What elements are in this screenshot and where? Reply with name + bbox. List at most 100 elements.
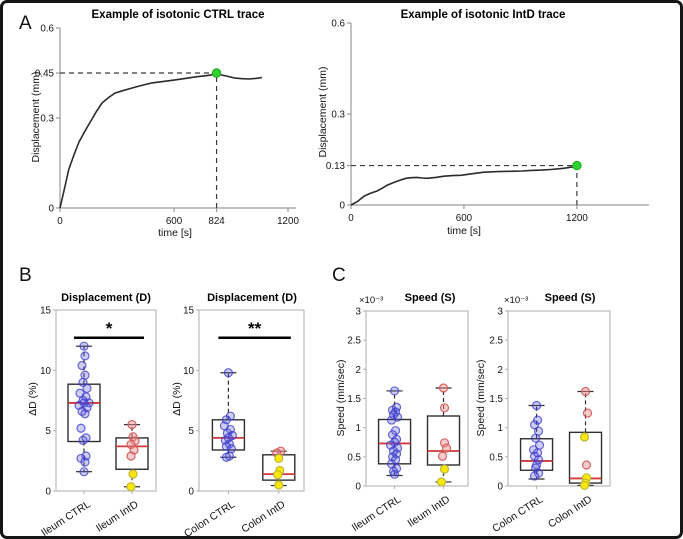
- y-tick-label: 0.6: [40, 24, 54, 35]
- y-axis-label-speed-ileum: Speed (mm/sec): [335, 359, 347, 437]
- x-axis-label-intd-trace: time [s]: [447, 225, 481, 237]
- data-point-pink: [127, 420, 137, 430]
- x-tick-label: 600: [166, 216, 183, 227]
- chart-displacement-ileum: 0 5 10 15 Ileum CTRL Ileum IntD *: [39, 306, 157, 539]
- x-tick-label: 0: [57, 216, 63, 227]
- data-point-blue: [76, 423, 86, 433]
- y-tick-label: 2.5: [347, 336, 361, 347]
- y-tick-label: 2: [356, 365, 361, 376]
- data-point-yellow: [273, 470, 283, 480]
- y-axis-label-ctrl-trace: Displacement (mm): [30, 71, 42, 163]
- data-point-yellow: [579, 432, 590, 442]
- data-point-blue: [77, 360, 87, 371]
- y-tick-label: 3: [356, 307, 362, 318]
- chart-title-intd-trace: Example of isotonic IntD trace: [400, 9, 566, 21]
- y-tick-label: 0: [356, 482, 362, 493]
- data-point-yellow: [579, 480, 590, 491]
- data-point-blue: [533, 455, 544, 465]
- data-point-yellow: [436, 477, 447, 487]
- x-tick-label: 824: [208, 216, 225, 227]
- chart-title-displacement-colon: Displacement (D): [207, 292, 297, 304]
- y-tick-label: 0.3: [40, 114, 54, 125]
- data-point-pink: [126, 451, 136, 461]
- data-point-blue: [386, 415, 397, 425]
- data-point-pink: [581, 460, 592, 470]
- data-point-pink: [439, 438, 450, 448]
- data-point-blue: [529, 420, 540, 430]
- data-point-yellow: [274, 453, 284, 464]
- y-tick-label: 0.5: [489, 452, 503, 463]
- x-category-label: Colon CTRL: [182, 498, 237, 539]
- x-category-label: Colon IntD: [239, 498, 287, 535]
- x-category-label: Ileum CTRL: [39, 498, 93, 539]
- data-point-blue: [78, 435, 88, 445]
- data-point-yellow: [126, 482, 136, 492]
- peak-marker: [211, 68, 222, 78]
- trace-line: [59, 73, 263, 209]
- data-point-yellow: [439, 464, 450, 474]
- chart-title-speed-colon: Speed (S): [544, 292, 596, 304]
- y-tick-label: 1.5: [489, 394, 503, 405]
- data-point-pink: [437, 451, 448, 461]
- chart-isotonic-intd-trace: 0 0.13 0.3 0.6 0 600 1200: [326, 19, 649, 224]
- y-tick-label: 1: [498, 423, 503, 434]
- data-point-blue: [532, 415, 543, 425]
- data-point-blue: [530, 433, 541, 443]
- x-tick-label: 1200: [277, 216, 299, 227]
- x-tick-label: 1200: [566, 213, 588, 224]
- x-axis-label-ctrl-trace: time [s]: [158, 227, 192, 239]
- plot-frame: [55, 309, 157, 492]
- data-point-blue: [79, 398, 89, 408]
- y-tick-label: 3: [498, 307, 504, 318]
- x-category-label: Ileum IntD: [405, 493, 452, 529]
- chart-title-displacement-ileum: Displacement (D): [61, 292, 151, 304]
- panel-label-b: B: [19, 265, 32, 286]
- x-tick-label: 600: [456, 213, 473, 224]
- y-tick-label: 15: [183, 306, 194, 317]
- panel-label-a: A: [19, 13, 32, 34]
- y-tick-label: 0: [49, 204, 55, 215]
- x-tick-label: 0: [348, 213, 354, 224]
- data-point-blue: [389, 469, 400, 479]
- data-point-pink: [582, 408, 593, 418]
- y-tick-label: 2.5: [489, 336, 503, 347]
- y-tick-label: 1.5: [347, 394, 361, 405]
- data-point-pink: [441, 443, 452, 453]
- data-point-blue: [531, 400, 542, 411]
- chart-displacement-colon: 0 5 10 15 Colon CTRL Colon IntD **: [182, 306, 305, 539]
- data-point-yellow: [274, 480, 284, 490]
- y-axis-label-speed-colon: Speed (mm/sec): [475, 359, 487, 437]
- chart-speed-colon: 0 0.5 1 1.5 2 2.5 3 Colon CTRL Colon IntD: [489, 307, 611, 535]
- peak-marker: [572, 160, 582, 171]
- y-tick-label: 0.45: [35, 69, 55, 80]
- y-tick-label: 0: [340, 201, 346, 212]
- data-point-blue: [223, 368, 234, 378]
- data-point-blue: [529, 471, 540, 481]
- x-category-label: Ileum CTRL: [350, 493, 404, 534]
- data-point-pink: [438, 383, 449, 393]
- y-axis-label-displacement-ileum: ΔD (%): [27, 382, 39, 416]
- data-point-blue: [80, 457, 90, 467]
- y-axis-exponent-speed-colon: ×10⁻³: [504, 295, 529, 306]
- data-point-pink: [439, 403, 450, 413]
- data-point-blue: [80, 351, 90, 361]
- y-tick-label: 1: [356, 423, 361, 434]
- chart-title-ctrl-trace: Example of isotonic CTRL trace: [91, 9, 265, 21]
- y-tick-label: 0.6: [331, 19, 345, 30]
- data-point-blue: [221, 452, 232, 462]
- data-point-blue: [82, 383, 92, 394]
- y-tick-label: 10: [40, 366, 51, 377]
- y-tick-label: 0.3: [331, 110, 345, 121]
- y-tick-label: 15: [40, 306, 51, 317]
- data-point-yellow: [128, 469, 138, 479]
- chart-title-speed-ileum: Speed (S): [404, 292, 456, 304]
- significance-stars: *: [106, 319, 113, 338]
- plot-frame: [198, 309, 305, 492]
- y-tick-label: 0: [46, 487, 52, 498]
- data-point-blue: [80, 409, 90, 419]
- y-tick-label: 0: [498, 482, 504, 493]
- y-axis-exponent-speed-ileum: ×10⁻³: [359, 295, 384, 306]
- y-tick-label: 0: [189, 487, 195, 498]
- x-category-label: Colon CTRL: [490, 493, 545, 535]
